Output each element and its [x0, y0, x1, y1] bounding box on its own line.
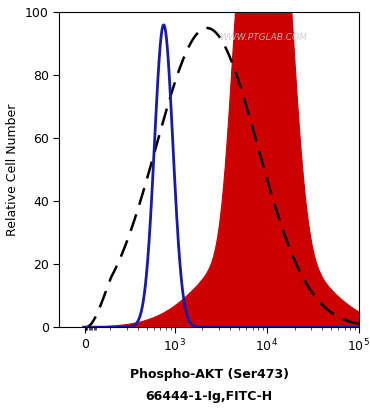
- Text: WWW.PTGLAB.COM: WWW.PTGLAB.COM: [219, 33, 307, 42]
- Y-axis label: Relative Cell Number: Relative Cell Number: [6, 103, 19, 236]
- Text: Phospho-AKT (Ser473): Phospho-AKT (Ser473): [130, 368, 289, 381]
- Text: 66444-1-Ig,FITC-H: 66444-1-Ig,FITC-H: [145, 390, 273, 403]
